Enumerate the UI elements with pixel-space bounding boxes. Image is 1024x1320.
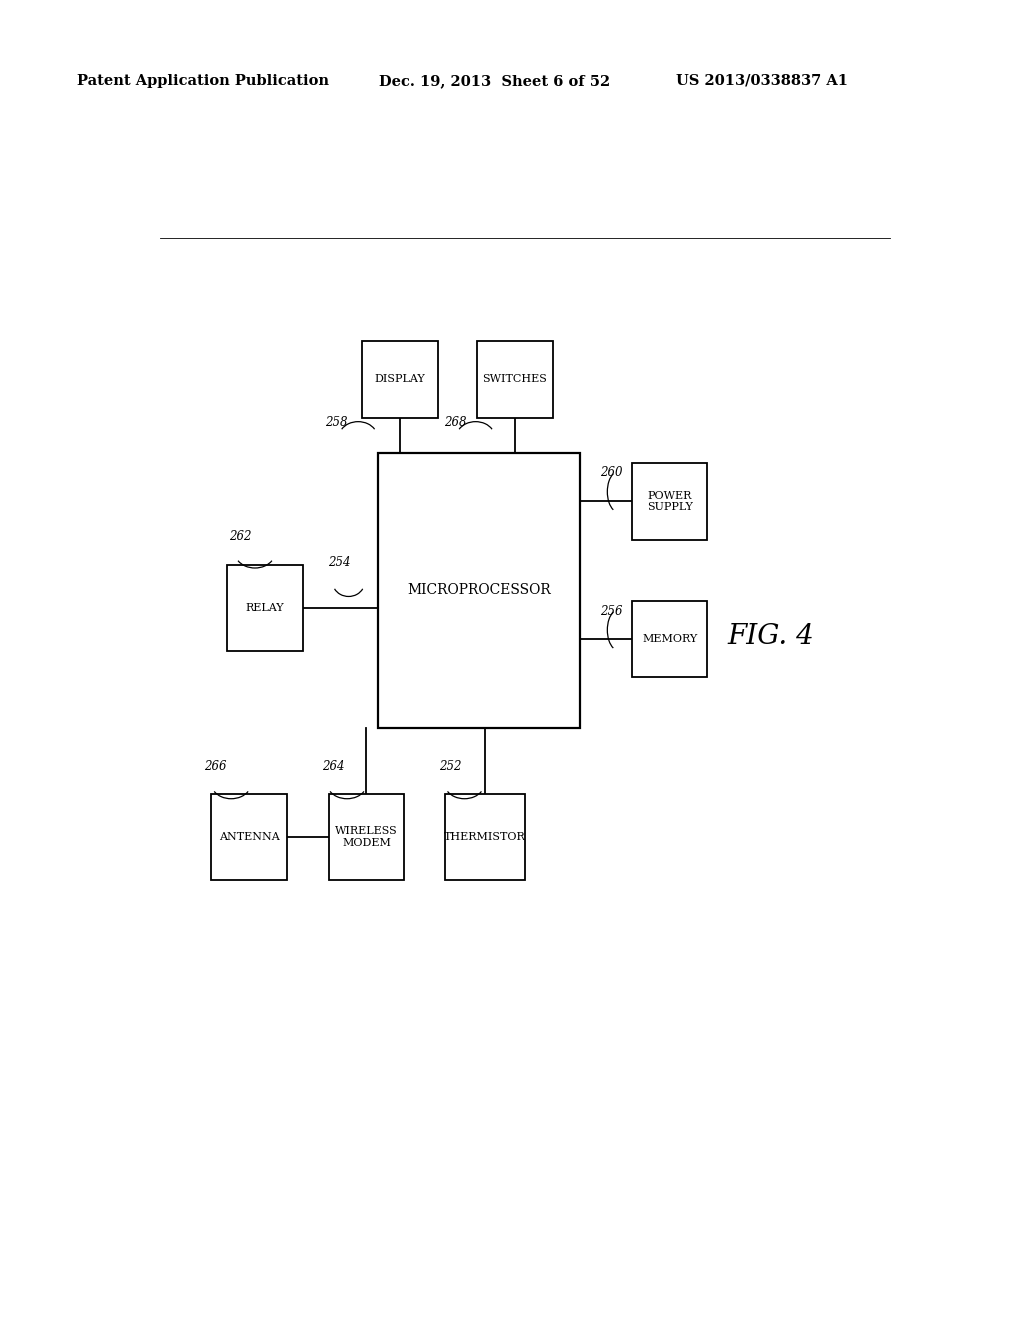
- Text: US 2013/0338837 A1: US 2013/0338837 A1: [676, 74, 848, 88]
- Text: 252: 252: [439, 760, 462, 774]
- Text: Dec. 19, 2013  Sheet 6 of 52: Dec. 19, 2013 Sheet 6 of 52: [379, 74, 610, 88]
- Text: Patent Application Publication: Patent Application Publication: [77, 74, 329, 88]
- Text: SWITCHES: SWITCHES: [482, 375, 547, 384]
- Bar: [632, 601, 708, 677]
- Text: 260: 260: [600, 466, 623, 479]
- Text: 268: 268: [443, 416, 466, 429]
- Text: FIG. 4: FIG. 4: [727, 623, 814, 649]
- Text: MICROPROCESSOR: MICROPROCESSOR: [408, 583, 551, 598]
- Bar: [211, 793, 287, 880]
- Text: THERMISTOR: THERMISTOR: [444, 832, 526, 842]
- Bar: [477, 342, 553, 417]
- Bar: [329, 793, 404, 880]
- Text: RELAY: RELAY: [246, 603, 285, 614]
- Text: MEMORY: MEMORY: [642, 634, 697, 644]
- Text: 264: 264: [322, 760, 344, 774]
- Text: 262: 262: [228, 529, 251, 543]
- Bar: [445, 793, 525, 880]
- Bar: [227, 565, 303, 651]
- Text: 256: 256: [600, 605, 623, 618]
- Text: DISPLAY: DISPLAY: [375, 375, 425, 384]
- Bar: [378, 453, 581, 727]
- Text: WIRELESS
MODEM: WIRELESS MODEM: [335, 826, 398, 847]
- Text: ANTENNA: ANTENNA: [219, 832, 280, 842]
- Text: 258: 258: [325, 416, 347, 429]
- Text: 254: 254: [328, 556, 350, 569]
- Bar: [362, 342, 437, 417]
- Text: POWER
SUPPLY: POWER SUPPLY: [647, 491, 692, 512]
- Text: 266: 266: [204, 760, 226, 774]
- Bar: [632, 463, 708, 540]
